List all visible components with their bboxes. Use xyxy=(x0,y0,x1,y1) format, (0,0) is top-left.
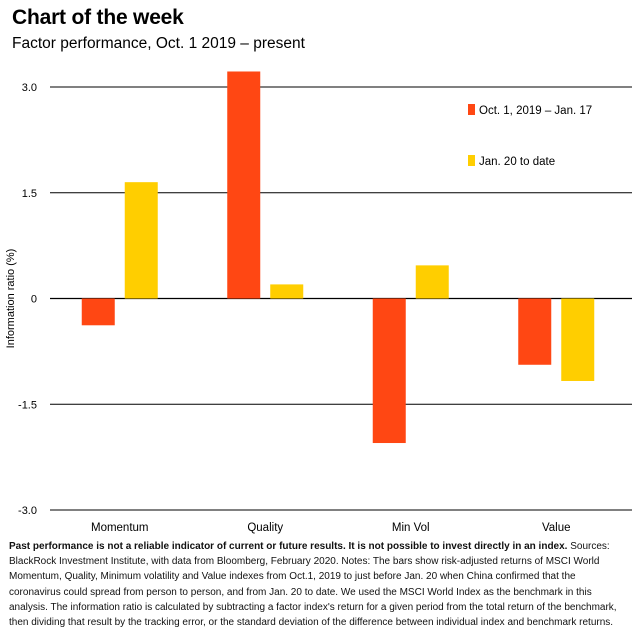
legend-label: Jan. 20 to date xyxy=(479,156,555,168)
legend-swatch xyxy=(468,104,475,115)
y-tick-label: -3.0 xyxy=(18,505,37,517)
y-axis-label: Information ratio (%) xyxy=(5,249,17,349)
footnote-text: Sources: BlackRock Investment Institute,… xyxy=(9,541,617,629)
bar xyxy=(372,298,406,444)
x-tick-label: Min Vol xyxy=(392,522,430,534)
y-tick-label: 3.0 xyxy=(22,82,37,94)
y-tick-label: -1.5 xyxy=(18,399,37,411)
y-tick-label: 0 xyxy=(31,294,37,306)
x-tick-label: Momentum xyxy=(91,522,149,534)
chart-subtitle: Factor performance, Oct. 1 2019 – presen… xyxy=(12,35,305,52)
bar xyxy=(561,298,595,381)
y-tick-label: 1.5 xyxy=(22,188,37,200)
legend-swatch xyxy=(468,155,475,166)
bar xyxy=(415,265,449,299)
footnote-disclaimer: Past performance is not a reliable indic… xyxy=(9,541,568,552)
chart-title: Chart of the week xyxy=(12,6,184,29)
bar xyxy=(124,182,158,299)
footnote: Past performance is not a reliable indic… xyxy=(9,539,629,630)
x-tick-label: Quality xyxy=(247,522,283,534)
x-tick-label: Value xyxy=(542,522,571,534)
bar xyxy=(227,71,261,299)
legend-label: Oct. 1, 2019 – Jan. 17 xyxy=(479,105,592,117)
bar-chart: 3.0 1.5 0 -1.5 -3.0 Information ratio (%) Mome… xyxy=(5,71,632,534)
bar xyxy=(81,298,115,326)
bar xyxy=(270,284,304,299)
bar xyxy=(518,298,552,365)
